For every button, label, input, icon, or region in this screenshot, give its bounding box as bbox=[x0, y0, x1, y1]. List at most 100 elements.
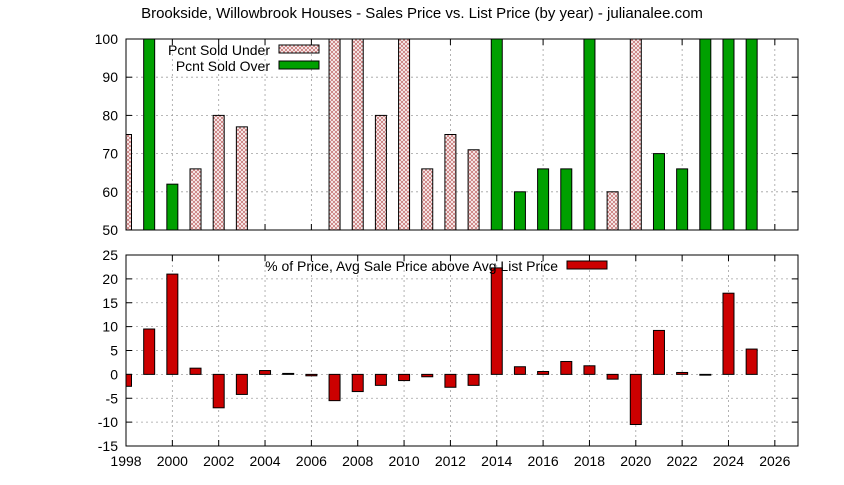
x-tick-label: 2026 bbox=[759, 453, 790, 469]
bar-sold-over-2018 bbox=[583, 39, 596, 230]
bottom-plot-frame bbox=[125, 254, 799, 447]
bar-sold-under-2003 bbox=[235, 126, 248, 230]
bar-pct-above-list-2007 bbox=[328, 373, 341, 402]
top-plot-frame bbox=[125, 38, 799, 231]
bar-pct-above-list-2024 bbox=[722, 292, 735, 375]
bottom-ytick-label: -5 bbox=[106, 390, 119, 406]
bottom-legend: % of Price, Avg Sale Price above Avg Lis… bbox=[265, 258, 608, 274]
x-tick-label: 1998 bbox=[110, 453, 141, 469]
bar-sold-under-2011 bbox=[421, 168, 434, 230]
bottom-bars bbox=[126, 267, 758, 426]
bar-pct-above-list-2021 bbox=[652, 329, 665, 375]
bar-sold-over-2016 bbox=[537, 168, 550, 230]
legend-label-sold-over: Pcnt Sold Over bbox=[176, 58, 270, 74]
bottom-ytick-label: 10 bbox=[102, 319, 118, 335]
bar-sold-over-2024 bbox=[722, 39, 735, 230]
bar-pct-above-list-2010 bbox=[398, 373, 411, 382]
top-y-tick-labels: 50 60 70 80 90 100 bbox=[95, 31, 119, 238]
top-ytick-label: 50 bbox=[102, 222, 118, 238]
bottom-gridlines bbox=[126, 254, 798, 447]
x-tick-label: 2006 bbox=[296, 453, 327, 469]
x-tick-label: 2018 bbox=[574, 453, 605, 469]
bar-sold-over-1999 bbox=[143, 39, 156, 230]
x-tick-label: 2014 bbox=[481, 453, 512, 469]
bottom-panel: -15 -10 -5 0 5 10 15 20 25 1998 2000 2002 2004 2006 2… bbox=[98, 247, 799, 469]
bar-pct-above-list-2004 bbox=[259, 370, 272, 375]
x-tick-label: 2020 bbox=[620, 453, 651, 469]
bar-pct-above-list-2013 bbox=[467, 373, 480, 386]
bar-pct-above-list-2000 bbox=[166, 273, 179, 375]
bar-pct-above-list-2018 bbox=[583, 365, 596, 375]
bar-pct-above-list-2011 bbox=[421, 373, 434, 378]
bar-pct-above-list-1998 bbox=[126, 373, 132, 387]
bottom-y-tick-labels: -15 -10 -5 0 5 10 15 20 25 bbox=[98, 247, 118, 454]
bar-pct-above-list-2009 bbox=[374, 373, 387, 386]
bar-pct-above-list-2008 bbox=[351, 373, 364, 393]
top-ytick-label: 90 bbox=[102, 69, 118, 85]
bar-pct-above-list-2003 bbox=[235, 373, 248, 395]
bar-pct-above-list-2023 bbox=[699, 373, 712, 376]
bar-pct-above-list-2014 bbox=[490, 267, 503, 375]
legend-swatch-sold-under bbox=[278, 44, 320, 54]
legend-label-pct-above-list: % of Price, Avg Sale Price above Avg Lis… bbox=[265, 258, 558, 274]
chart-title: Brookside, Willowbrook Houses - Sales Pr… bbox=[141, 5, 703, 22]
x-tick-label: 2002 bbox=[203, 453, 234, 469]
x-tick-labels: 1998 2000 2002 2004 2006 2008 2010 2012 2014 2016… bbox=[110, 453, 790, 469]
bar-pct-above-list-2012 bbox=[444, 373, 457, 388]
top-ytick-label: 80 bbox=[102, 107, 118, 123]
bar-pct-above-list-2005 bbox=[282, 372, 295, 375]
bar-sold-under-1998 bbox=[126, 134, 132, 230]
bottom-ytick-label: 15 bbox=[102, 295, 118, 311]
bar-pct-above-list-2002 bbox=[212, 373, 225, 409]
bottom-ytick-label: 0 bbox=[110, 366, 118, 382]
x-tick-label: 2004 bbox=[249, 453, 280, 469]
bar-sold-under-2009 bbox=[374, 114, 387, 230]
bar-sold-over-2022 bbox=[676, 168, 689, 230]
top-ytick-label: 70 bbox=[102, 146, 118, 162]
bar-sold-under-2002 bbox=[212, 114, 225, 230]
bar-pct-above-list-2020 bbox=[629, 373, 642, 426]
legend-swatch-pct-above-list bbox=[566, 260, 608, 270]
bar-pct-above-list-2016 bbox=[537, 371, 550, 375]
bar-pct-above-list-2006 bbox=[305, 373, 318, 377]
legend-swatch-sold-over bbox=[278, 60, 320, 70]
top-bars bbox=[126, 39, 758, 230]
top-legend: Pcnt Sold Under Pcnt Sold Over bbox=[168, 42, 320, 74]
x-tick-label: 2024 bbox=[713, 453, 744, 469]
x-tick-label: 2012 bbox=[435, 453, 466, 469]
bottom-ytick-label: -10 bbox=[98, 414, 118, 430]
bottom-ytick-label: 5 bbox=[110, 343, 118, 359]
bar-pct-above-list-2019 bbox=[606, 373, 619, 380]
bar-sold-over-2015 bbox=[513, 191, 526, 230]
bar-sold-over-2017 bbox=[560, 168, 573, 230]
bar-pct-above-list-2001 bbox=[189, 367, 202, 375]
bar-sold-over-2025 bbox=[745, 39, 758, 230]
x-tick-label: 2016 bbox=[528, 453, 559, 469]
x-tick-label: 2008 bbox=[342, 453, 373, 469]
bar-sold-under-2019 bbox=[606, 191, 619, 230]
bar-sold-over-2023 bbox=[699, 39, 712, 230]
bottom-ytick-label: 20 bbox=[102, 271, 118, 287]
bottom-ytick-label: 25 bbox=[102, 247, 118, 263]
bottom-ytick-label: -15 bbox=[98, 438, 118, 454]
bar-sold-under-2013 bbox=[467, 149, 480, 230]
bar-pct-above-list-2015 bbox=[513, 366, 526, 375]
bar-sold-under-2012 bbox=[444, 134, 457, 230]
bar-pct-above-list-2017 bbox=[560, 360, 573, 375]
top-ytick-label: 60 bbox=[102, 184, 118, 200]
bar-sold-under-2010 bbox=[398, 39, 411, 230]
bar-pct-above-list-1999 bbox=[143, 328, 156, 375]
x-tick-label: 2010 bbox=[388, 453, 419, 469]
bar-sold-under-2008 bbox=[351, 39, 364, 230]
x-tick-label: 2000 bbox=[157, 453, 188, 469]
bar-pct-above-list-2022 bbox=[676, 371, 689, 375]
top-ytick-label: 100 bbox=[95, 31, 119, 47]
bar-sold-over-2014 bbox=[490, 39, 503, 230]
bar-sold-under-2020 bbox=[629, 39, 642, 230]
legend-label-sold-under: Pcnt Sold Under bbox=[168, 42, 270, 58]
top-panel: 50 60 70 80 90 100 Pcnt Sold Under Pcnt Sold … bbox=[95, 31, 799, 238]
x-tick-label: 2022 bbox=[667, 453, 698, 469]
bar-sold-under-2007 bbox=[328, 39, 341, 230]
